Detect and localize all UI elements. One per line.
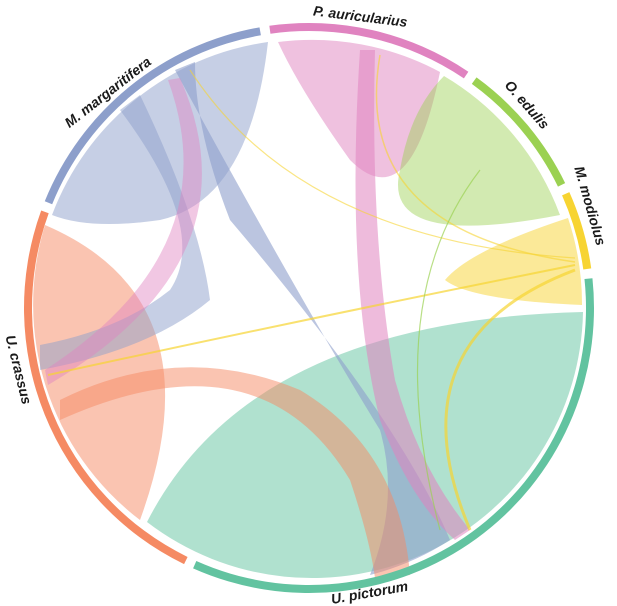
label-oe: O. edulis	[502, 77, 553, 132]
ribbon-m-modiolus-u-crassus	[47, 264, 576, 376]
ribbon-u-crassus	[33, 225, 166, 520]
outer-ring	[23, 23, 594, 594]
ribbon-m-modiolus-p-auricularius	[375, 54, 576, 263]
ribbon-m-modiolus-u-pictorum	[444, 268, 576, 531]
ribbon-m-margaritifera-u-crassus	[40, 95, 210, 370]
ribbon-p-auricularius-u-pictorum	[355, 50, 470, 540]
chord-ribbons	[33, 39, 583, 579]
arc-mmo	[562, 192, 592, 270]
ribbon-m-modiolus-m-margaritifera	[189, 69, 576, 259]
ribbon-u-crassus-u-pictorum	[60, 367, 410, 578]
ribbon-o-edulis-u-pictorum	[417, 169, 481, 531]
ribbon-m-margaritifera	[52, 42, 268, 224]
ribbon-o-edulis	[398, 76, 560, 226]
ribbon-p-auricularius-u-crassus	[45, 78, 202, 385]
arc-oe	[471, 77, 566, 187]
arc-pa	[269, 23, 469, 79]
ribbon-u-pictorum	[147, 312, 583, 579]
